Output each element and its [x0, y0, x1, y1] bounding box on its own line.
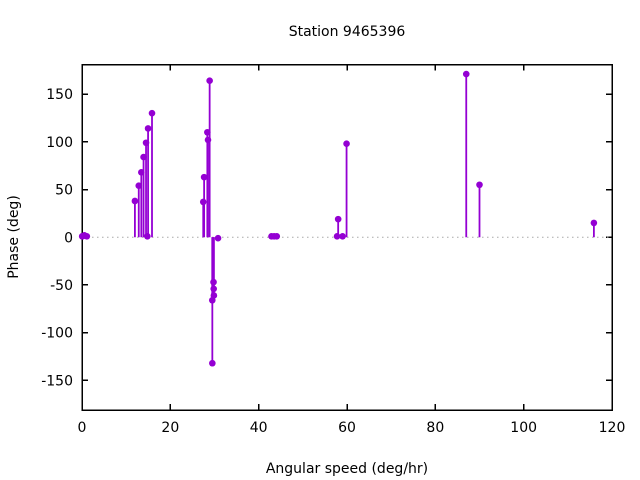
- data-point: [343, 140, 350, 148]
- data-point: [138, 169, 145, 176]
- data-point: [206, 77, 213, 85]
- data-point: [214, 234, 222, 242]
- x-tick-label: 80: [426, 420, 444, 436]
- data-point: [334, 215, 342, 223]
- x-tick-label: 60: [338, 420, 356, 436]
- data-point: [140, 153, 147, 161]
- data-point: [462, 70, 470, 78]
- x-axis-label: Angular speed (deg/hr): [265, 461, 429, 477]
- y-tick-label: -50: [50, 278, 73, 294]
- y-axis-label: Phase (deg): [6, 195, 22, 279]
- data-point: [199, 198, 207, 206]
- data-point: [210, 292, 218, 299]
- data-point: [209, 359, 216, 367]
- data-point: [204, 128, 211, 136]
- data-point: [144, 125, 152, 132]
- data-point: [131, 197, 139, 205]
- y-tick-label: -150: [41, 373, 73, 389]
- data-point: [200, 173, 208, 181]
- x-tick-label: 120: [599, 420, 626, 436]
- x-tick-label: 20: [161, 420, 179, 436]
- y-tick-label: 150: [46, 87, 73, 103]
- x-tick-label: 0: [78, 420, 87, 436]
- data-point: [148, 109, 156, 117]
- y-tick-label: 50: [55, 183, 73, 199]
- y-tick-label: -100: [41, 326, 73, 342]
- chart-title: Station 9465396: [288, 24, 406, 40]
- data-point: [273, 232, 281, 240]
- data-point: [83, 232, 91, 240]
- data-point: [590, 219, 598, 227]
- data-point: [135, 182, 143, 190]
- data-point: [333, 232, 341, 240]
- data-point: [142, 139, 150, 147]
- y-tick-label: 0: [64, 230, 73, 246]
- data-point: [204, 136, 212, 144]
- x-tick-label: 100: [510, 420, 537, 436]
- data-point: [476, 181, 483, 189]
- data-point: [210, 285, 218, 293]
- data-point: [210, 278, 217, 286]
- x-tick-label: 40: [250, 420, 268, 436]
- data-point: [144, 232, 151, 240]
- y-tick-label: 100: [46, 135, 73, 151]
- data-point: [339, 232, 346, 240]
